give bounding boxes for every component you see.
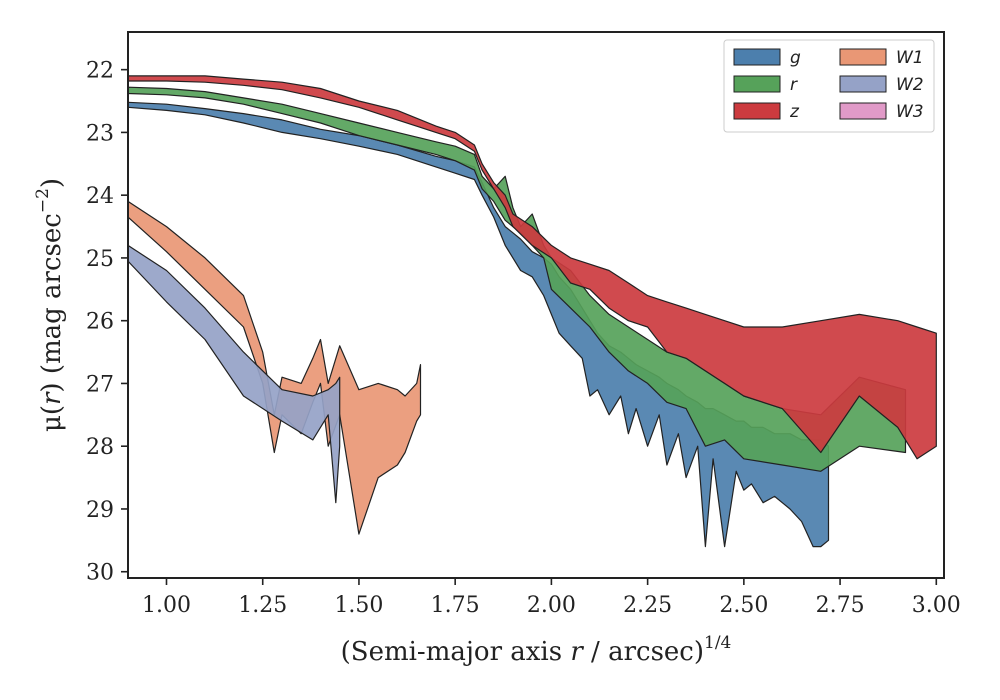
legend-label-g: g — [790, 48, 801, 68]
y-tick-label: 27 — [86, 372, 114, 397]
x-tick-label: 2.25 — [623, 593, 672, 618]
y-tick-label: 26 — [86, 310, 114, 335]
legend-swatch-z — [733, 102, 781, 120]
legend-swatch-r — [733, 75, 781, 93]
x-tick-label: 1.75 — [431, 593, 480, 618]
y-tick-label: 28 — [86, 435, 114, 460]
legend: grz W1 W2 W3 — [723, 39, 935, 133]
legend-swatch-g — [733, 48, 781, 66]
x-tick-label: 2.75 — [816, 593, 865, 618]
x-axis-label: (Semi-major axis r / arcsec)1/4 — [341, 633, 732, 667]
y-tick-label: 22 — [86, 59, 114, 84]
y-tick-label: 24 — [86, 184, 114, 209]
x-tick-label: 2.00 — [527, 593, 576, 618]
legend-label-r: r — [790, 75, 798, 95]
y-tick-label: 29 — [86, 498, 114, 523]
legend-label-W2: W2 — [896, 75, 924, 95]
x-tick-label: 1.25 — [238, 593, 287, 618]
legend-swatch-W2 — [839, 75, 887, 93]
y-tick-label: 30 — [86, 561, 114, 586]
legend-label-W3: W3 — [896, 102, 924, 122]
legend-swatch-W1 — [839, 48, 887, 66]
y-tick-label: 25 — [86, 247, 114, 272]
x-axis: 1.00 1.25 1.50 1.75 2.00 2.25 2.50 2.75 3.00 — [142, 578, 961, 618]
x-tick-label: 1.00 — [142, 593, 191, 618]
band-g — [128, 101, 830, 548]
y-tick-label: 23 — [86, 121, 114, 146]
band-W2 — [128, 244, 341, 504]
x-tick-label: 1.50 — [334, 593, 383, 618]
y-axis-label: μ(r) (mag arcsec−2) — [33, 178, 67, 432]
plot-frame — [127, 31, 945, 579]
y-axis: 22 23 24 25 26 27 28 29 30 — [86, 59, 128, 586]
band-z — [128, 75, 937, 460]
legend-label-z: z — [789, 102, 800, 122]
area-bands — [128, 75, 937, 548]
x-tick-label: 3.00 — [912, 593, 961, 618]
legend-swatch-W3 — [839, 102, 887, 120]
band-W1 — [128, 200, 422, 535]
x-tick-label: 2.50 — [719, 593, 768, 618]
legend-label-W1: W1 — [896, 48, 924, 68]
